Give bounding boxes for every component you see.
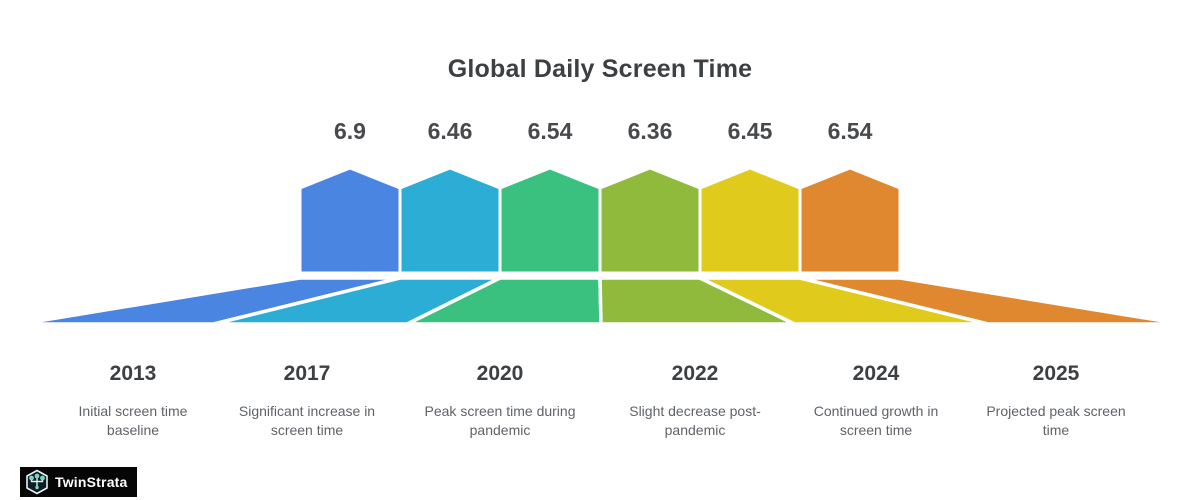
value-label: 6.54 <box>527 118 573 144</box>
fan-segment-2025 <box>798 276 1184 326</box>
pentagon-marker-2017 <box>398 166 502 275</box>
value-label: 6.45 <box>727 118 773 144</box>
milestone: 2020 Peak screen time during pandemic <box>420 362 580 440</box>
milestone-description: Projected peak screen time <box>986 403 1126 438</box>
hexagon-network-icon <box>26 469 48 495</box>
milestone-year: 2024 <box>852 362 900 385</box>
milestone: 2025 Projected peak screen time <box>976 362 1136 440</box>
milestone-description: Continued growth in screen time <box>813 403 939 438</box>
milestone: 2013 Initial screen time baseline <box>53 362 213 440</box>
milestone: 2022 Slight decrease post-pandemic <box>615 362 775 440</box>
pentagon-marker-2025 <box>798 166 902 275</box>
value-label: 6.54 <box>827 118 873 144</box>
pentagon-marker-2013 <box>298 166 402 275</box>
milestone-description: Initial screen time baseline <box>78 403 188 438</box>
chart-title: Global Daily Screen Time <box>447 55 753 83</box>
milestone-description: Slight decrease post-pandemic <box>629 403 761 438</box>
pentagon-marker-2022 <box>598 166 702 275</box>
pentagon-marker-2020 <box>498 166 602 275</box>
milestone-year: 2013 <box>109 362 157 385</box>
brand-logo-text: TwinStrata <box>55 474 128 490</box>
milestone: 2024 Continued growth in screen time <box>796 362 956 440</box>
milestone-year: 2017 <box>283 362 331 385</box>
pentagon-marker-2024 <box>698 166 802 275</box>
milestone-year: 2022 <box>671 362 719 385</box>
milestone-year: 2025 <box>1032 362 1080 385</box>
value-label: 6.46 <box>427 118 473 144</box>
milestone-description: Peak screen time during pandemic <box>424 403 576 438</box>
milestone-description: Significant increase in screen time <box>238 403 376 438</box>
value-label: 6.9 <box>334 118 366 144</box>
milestone: 2017 Significant increase in screen time <box>227 362 387 440</box>
milestone-year: 2020 <box>476 362 524 385</box>
value-label: 6.36 <box>627 118 673 144</box>
brand-logo[interactable]: TwinStrata <box>20 467 137 497</box>
